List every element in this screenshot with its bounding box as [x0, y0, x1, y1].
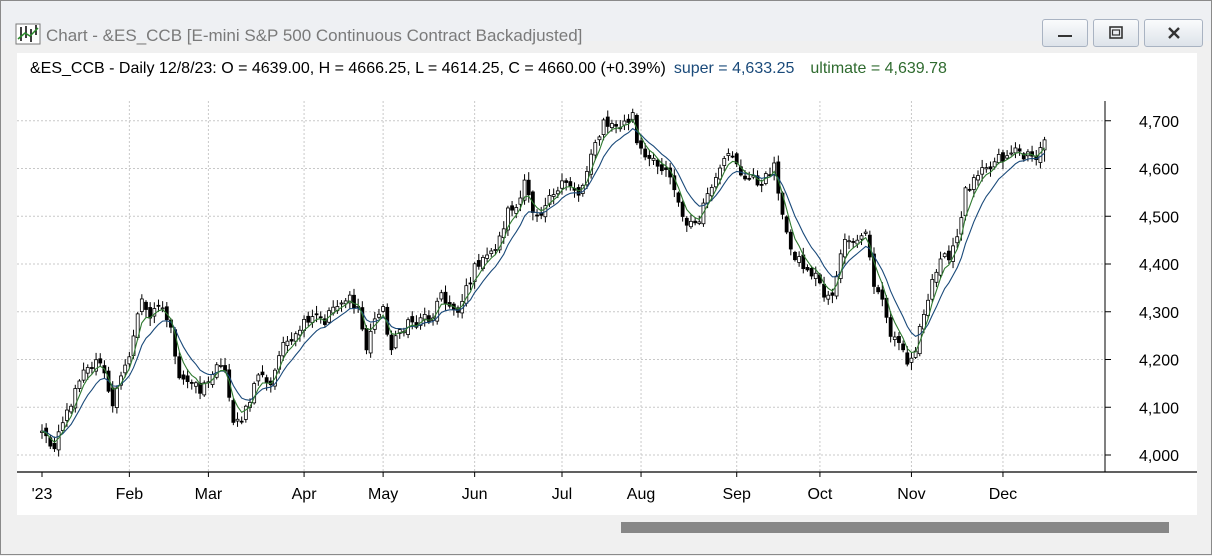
- minimize-button[interactable]: [1042, 19, 1088, 47]
- close-button[interactable]: [1144, 19, 1203, 47]
- chart-panel[interactable]: [17, 53, 1197, 515]
- ultimate-readout: ultimate = 4,639.78: [810, 60, 947, 77]
- maximize-button[interactable]: [1093, 19, 1139, 47]
- ohlc-readout: &ES_CCB - Daily 12/8/23: O = 4639.00, H …: [30, 60, 666, 77]
- chart-header: &ES_CCB - Daily 12/8/23: O = 4639.00, H …: [30, 60, 947, 78]
- super-readout: super = 4,633.25: [673, 60, 795, 77]
- close-icon: [1167, 27, 1180, 39]
- minimize-icon: [1058, 35, 1072, 37]
- window-title: Chart - &ES_CCB [E-mini S&P 500 Continuo…: [46, 26, 583, 45]
- title-bar[interactable]: Chart - &ES_CCB [E-mini S&P 500 Continuo…: [1, 1, 1211, 47]
- chart-app-icon: [15, 23, 41, 45]
- maximize-icon: [1109, 26, 1123, 39]
- scrollbar-thumb[interactable]: [621, 522, 1169, 533]
